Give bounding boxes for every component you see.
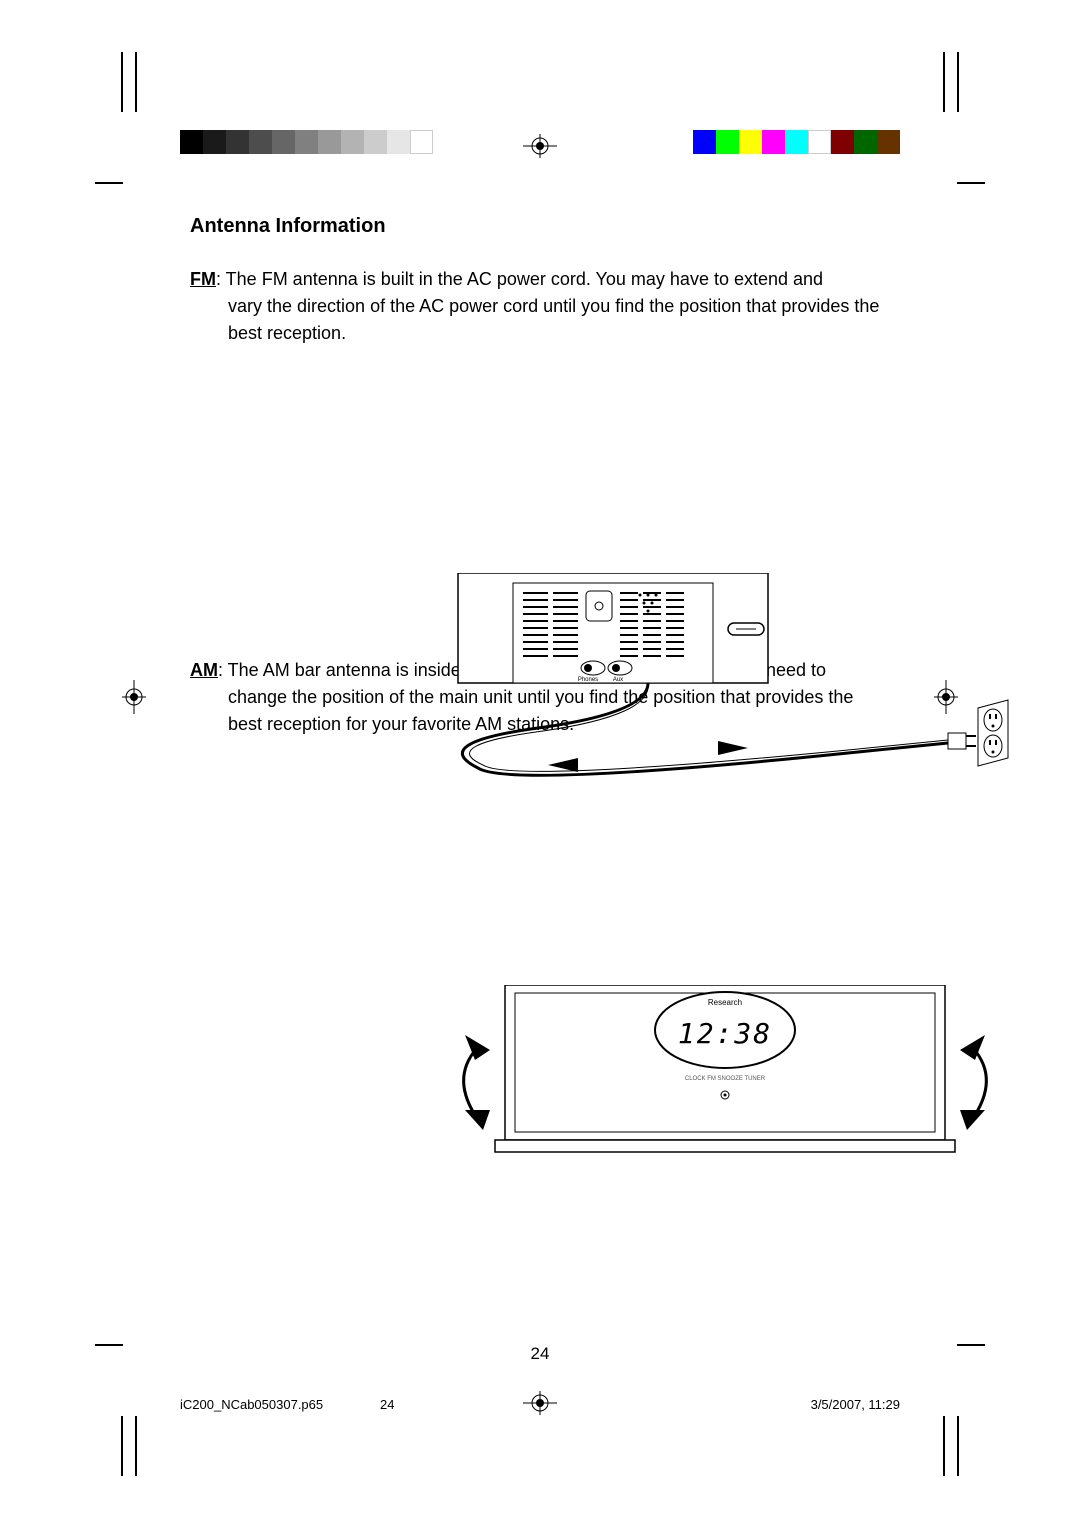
aux-label: Aux	[613, 677, 623, 683]
grayscale-colorbar	[180, 130, 433, 154]
section-heading: Antenna Information	[190, 215, 890, 238]
registration-mark-left	[122, 680, 146, 719]
fm-text-first: : The FM antenna is built in the AC powe…	[216, 269, 823, 289]
color-colorbar	[693, 130, 900, 154]
am-label: AM	[190, 660, 218, 680]
fm-label: FM	[190, 269, 216, 289]
registration-mark-top	[523, 134, 557, 163]
phones-label: Phones	[578, 677, 598, 683]
fm-paragraph: FM: The FM antenna is built in the AC po…	[190, 266, 890, 347]
am-antenna-figure: Research 12:38 CLOCK FM SNOOZE TUNER	[420, 985, 1030, 1165]
page-content: Antenna Information FM: The FM antenna i…	[190, 215, 890, 768]
fm-antenna-figure: Phones Aux	[448, 573, 1020, 803]
svg-text:CLOCK FM SNOOZE TUNER: CLOCK FM SNOOZE TUNER	[685, 1076, 766, 1082]
fm-text-rest: vary the direction of the AC power cord …	[190, 293, 890, 347]
page-number: 24	[531, 1344, 550, 1364]
footer-filename: iC200_NCab050307.p65	[180, 1397, 323, 1412]
footer-datetime: 3/5/2007, 11:29	[811, 1397, 900, 1412]
print-footer: iC200_NCab050307.p65 24 3/5/2007, 11:29	[180, 1397, 900, 1412]
brand-label: Research	[708, 998, 742, 1007]
clock-time: 12:38	[678, 1017, 772, 1050]
footer-page: 24	[380, 1397, 394, 1412]
